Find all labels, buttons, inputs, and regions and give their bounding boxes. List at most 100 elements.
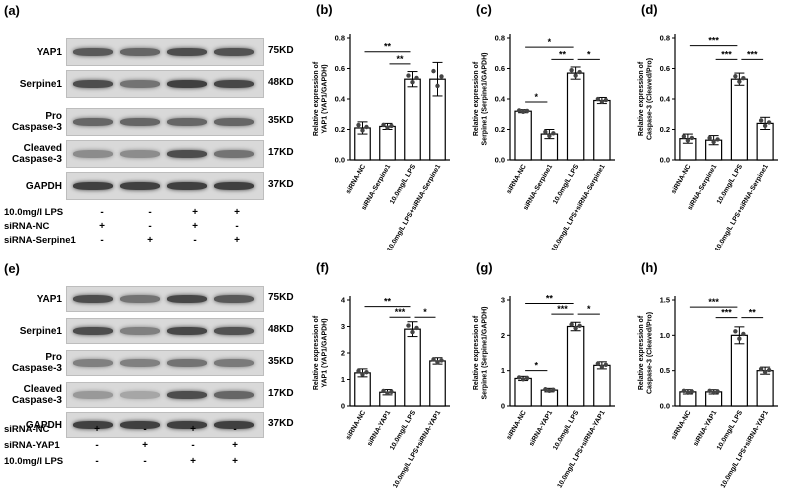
- x-tick-label: siRNA-NC: [345, 163, 367, 195]
- bar: [566, 72, 585, 161]
- molecular-weight-label: 37KD: [268, 418, 294, 429]
- bar: [593, 99, 611, 161]
- protein-band: [167, 118, 207, 126]
- data-point: [410, 80, 415, 85]
- data-point: [439, 74, 444, 79]
- condition-sign: -: [148, 221, 152, 232]
- condition-label: siRNA-YAP1: [4, 440, 60, 451]
- x-tick-label: 10.0mg/L LPS: [552, 163, 581, 205]
- data-point: [356, 368, 361, 374]
- x-tick-label: siRNA-NC: [345, 409, 367, 441]
- x-tick-label: siRNA-NC: [670, 409, 692, 441]
- protein-band: [120, 80, 160, 88]
- molecular-weight-label: 75KD: [268, 45, 294, 56]
- protein-band: [214, 359, 254, 367]
- y-tick-label: 0.8: [335, 34, 345, 43]
- x-tick-label: 10.0mg/L LPS+siRNA-YAP1: [720, 409, 770, 489]
- bar: [404, 328, 421, 407]
- x-tick-label: siRNA-YAP1: [528, 409, 554, 447]
- data-point: [766, 120, 772, 125]
- x-tick-label: 10.0mg/L LPS+siRNA-YAP1: [392, 409, 442, 489]
- x-tick-label: 10.0mg/L LPS: [552, 409, 581, 451]
- data-point: [431, 357, 436, 362]
- blot-panel-a: (a) YAP1 75KD Serpine1 48KD Pro Caspase-3 35KD…: [0, 0, 310, 250]
- data-point: [547, 133, 552, 139]
- protein-band: [73, 327, 113, 335]
- significance-label: *: [587, 49, 591, 59]
- blot-panel-e: (e) YAP1 75KD Serpine1 48KD Pro Caspase-3 35KD…: [0, 258, 310, 492]
- significance-label: **: [396, 54, 404, 64]
- protein-band: [214, 118, 254, 126]
- data-point: [595, 96, 601, 102]
- blot-strip: [66, 70, 264, 98]
- bar: [379, 125, 396, 161]
- protein-band: [167, 150, 207, 158]
- protein-band: [214, 421, 254, 429]
- condition-sign: -: [191, 440, 195, 451]
- condition-sign: -: [193, 235, 197, 246]
- y-axis-label: Relative expression of Serpine1 (Serpine1…: [473, 53, 489, 146]
- bar: [429, 360, 446, 407]
- protein-band: [120, 391, 160, 399]
- condition-sign: +: [192, 207, 198, 218]
- y-tick-label: 0.2: [495, 125, 505, 134]
- data-point: [414, 75, 419, 81]
- data-point: [573, 325, 578, 331]
- data-point: [766, 367, 772, 373]
- panel-letter: (e): [4, 261, 20, 276]
- data-point: [577, 69, 582, 75]
- data-point: [543, 129, 548, 135]
- molecular-weight-label: 17KD: [268, 147, 294, 158]
- y-tick-label: 0: [501, 402, 505, 411]
- y-tick-label: 0.4: [495, 95, 506, 104]
- x-tick-label: 10.0mg/L LPS+siRNA-Serpine1: [386, 163, 442, 250]
- x-tick-label: siRNA-NC: [506, 163, 528, 195]
- data-point: [741, 75, 746, 81]
- protein-band: [167, 391, 207, 399]
- x-tick-label: siRNA-Serpine1: [360, 163, 392, 211]
- data-point: [414, 325, 419, 331]
- data-point: [360, 372, 365, 377]
- protein-band: [73, 359, 113, 367]
- condition-sign: +: [190, 424, 196, 435]
- data-point: [711, 390, 716, 395]
- protein-band: [120, 118, 160, 126]
- bar: [514, 110, 532, 161]
- data-point: [364, 124, 369, 130]
- condition-sign: -: [143, 424, 147, 435]
- protein-label: Pro Caspase-3: [11, 111, 62, 133]
- protein-label: Cleaved Caspase-3: [11, 384, 62, 406]
- blot-strip: [66, 108, 264, 136]
- molecular-weight-label: 35KD: [268, 115, 294, 126]
- x-tick-label: 10.0mg/L LPS: [389, 409, 418, 451]
- bar: [514, 377, 532, 407]
- data-point: [737, 79, 742, 84]
- x-tick-label: siRNA-NC: [670, 163, 692, 195]
- blot-strip: [66, 412, 264, 438]
- x-tick-label: 10.0mg/L LPS: [389, 163, 418, 205]
- data-point: [364, 370, 369, 375]
- bar: [756, 370, 774, 407]
- condition-sign: -: [233, 424, 237, 435]
- y-axis-label: Relative expression of YAP1 (YAP1/GAPDH): [313, 315, 329, 390]
- y-tick-label: 0.4: [660, 95, 671, 104]
- data-point: [762, 369, 768, 375]
- blot-strip: [66, 382, 264, 408]
- significance-label: ***: [747, 49, 758, 59]
- data-point: [381, 122, 386, 128]
- condition-sign: +: [142, 440, 148, 451]
- bar: [730, 334, 748, 407]
- significance-label: *: [548, 37, 552, 47]
- data-point: [543, 387, 548, 392]
- condition-sign: +: [99, 221, 105, 232]
- chart-panel-g: (g) Relative expression of Serpine1 (Serpi…: [473, 260, 615, 489]
- significance-label: *: [423, 307, 427, 317]
- condition-sign: -: [95, 440, 99, 451]
- significance-label: **: [546, 294, 554, 304]
- condition-sign: +: [234, 207, 240, 218]
- protein-band: [73, 48, 113, 56]
- protein-label: YAP1: [36, 46, 62, 58]
- x-tick-label: siRNA-YAP1: [692, 409, 718, 447]
- data-point: [551, 387, 556, 393]
- protein-label: Serpine1: [19, 78, 62, 90]
